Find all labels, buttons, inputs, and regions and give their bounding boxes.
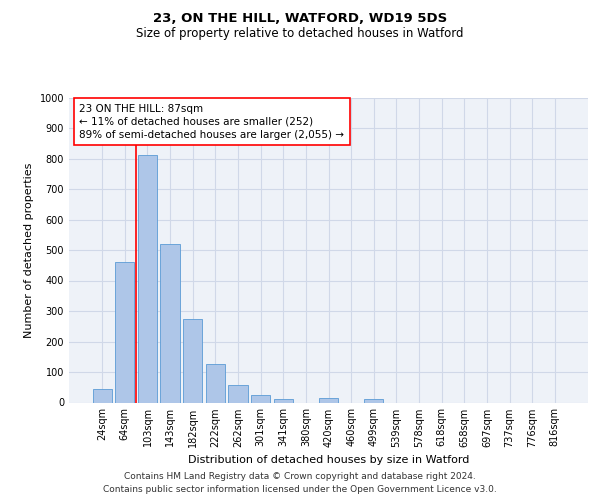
Bar: [364, 400, 383, 402]
Bar: [115, 262, 134, 402]
Bar: [319, 398, 338, 402]
Bar: [92, 389, 112, 402]
Text: 23 ON THE HILL: 87sqm
← 11% of detached houses are smaller (252)
89% of semi-det: 23 ON THE HILL: 87sqm ← 11% of detached …: [79, 104, 344, 140]
Text: 23, ON THE HILL, WATFORD, WD19 5DS: 23, ON THE HILL, WATFORD, WD19 5DS: [153, 12, 447, 26]
Bar: [251, 395, 270, 402]
Y-axis label: Number of detached properties: Number of detached properties: [24, 162, 34, 338]
Bar: [206, 364, 225, 403]
Bar: [183, 318, 202, 402]
Text: Size of property relative to detached houses in Watford: Size of property relative to detached ho…: [136, 28, 464, 40]
Bar: [138, 156, 157, 402]
Bar: [160, 244, 180, 402]
X-axis label: Distribution of detached houses by size in Watford: Distribution of detached houses by size …: [188, 455, 469, 465]
Bar: [229, 385, 248, 402]
Bar: [274, 399, 293, 402]
Text: Contains HM Land Registry data © Crown copyright and database right 2024.: Contains HM Land Registry data © Crown c…: [124, 472, 476, 481]
Text: Contains public sector information licensed under the Open Government Licence v3: Contains public sector information licen…: [103, 485, 497, 494]
